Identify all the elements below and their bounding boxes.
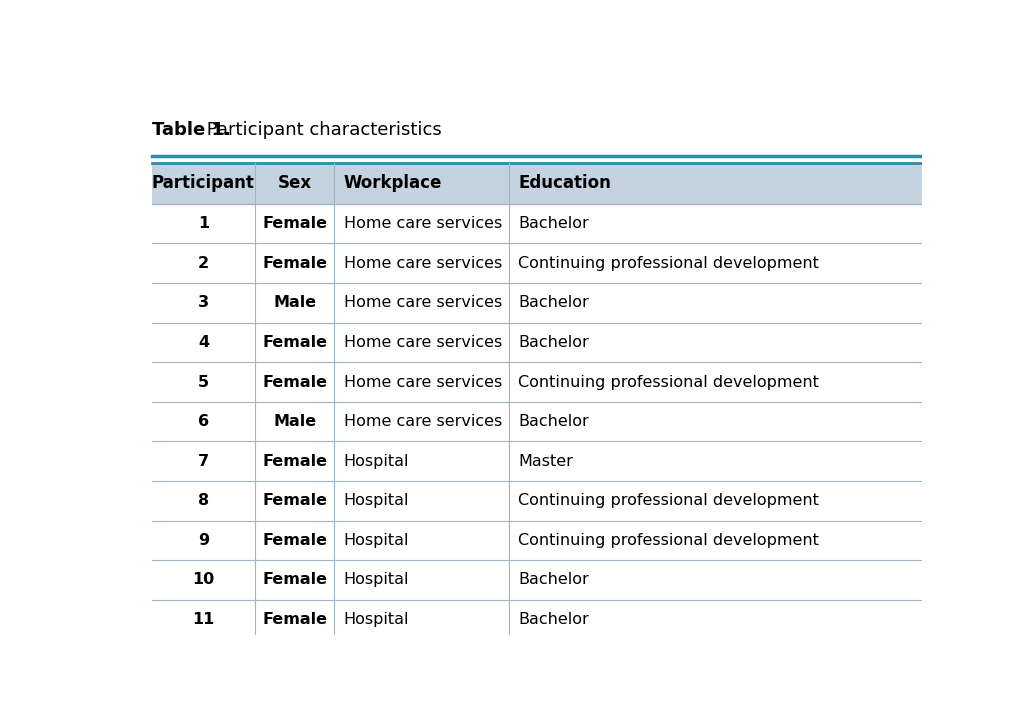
Text: 7: 7	[198, 453, 209, 468]
Text: 3: 3	[198, 296, 209, 311]
Text: Bachelor: Bachelor	[518, 573, 589, 588]
Text: 4: 4	[198, 335, 209, 350]
Bar	[152, 163, 945, 204]
Text: Hospital: Hospital	[344, 493, 410, 508]
Text: Home care services: Home care services	[344, 296, 502, 311]
Bar	[152, 481, 945, 521]
Text: Bachelor: Bachelor	[518, 612, 589, 627]
Text: Female: Female	[262, 573, 327, 588]
Text: Female: Female	[262, 375, 327, 390]
Text: Continuing professional development: Continuing professional development	[518, 533, 819, 548]
Text: Home care services: Home care services	[344, 335, 502, 350]
Bar	[152, 441, 945, 481]
Text: Hospital: Hospital	[344, 573, 410, 588]
Text: 5: 5	[198, 375, 209, 390]
Text: Home care services: Home care services	[344, 256, 502, 271]
Text: Hospital: Hospital	[344, 612, 410, 627]
Text: Male: Male	[273, 414, 316, 429]
Text: 2: 2	[198, 256, 209, 271]
Bar	[152, 243, 945, 283]
Text: Female: Female	[262, 335, 327, 350]
Text: Female: Female	[262, 256, 327, 271]
Text: Education: Education	[518, 174, 611, 192]
Text: 6: 6	[198, 414, 209, 429]
Text: 8: 8	[198, 493, 209, 508]
Text: Bachelor: Bachelor	[518, 296, 589, 311]
Text: Workplace: Workplace	[344, 174, 442, 192]
Text: Participant characteristics: Participant characteristics	[202, 121, 442, 139]
Text: Master: Master	[518, 453, 573, 468]
Text: Home care services: Home care services	[344, 216, 502, 231]
Text: Home care services: Home care services	[344, 414, 502, 429]
Text: Continuing professional development: Continuing professional development	[518, 256, 819, 271]
Bar	[152, 283, 945, 323]
Bar	[152, 362, 945, 402]
Text: Table 1.: Table 1.	[152, 121, 230, 139]
Bar	[152, 402, 945, 441]
Text: Bachelor: Bachelor	[518, 335, 589, 350]
Bar	[152, 521, 945, 560]
Text: Sex: Sex	[278, 174, 311, 192]
Text: Male: Male	[273, 296, 316, 311]
Text: Hospital: Hospital	[344, 453, 410, 468]
Bar	[152, 560, 945, 600]
Text: Participant: Participant	[152, 174, 255, 192]
Text: Continuing professional development: Continuing professional development	[518, 375, 819, 390]
Text: 9: 9	[198, 533, 209, 548]
Text: Hospital: Hospital	[344, 533, 410, 548]
Text: Female: Female	[262, 493, 327, 508]
Bar	[152, 204, 945, 243]
Bar	[152, 600, 945, 639]
Text: Bachelor: Bachelor	[518, 414, 589, 429]
Text: 1: 1	[198, 216, 209, 231]
Text: Female: Female	[262, 612, 327, 627]
Text: Female: Female	[262, 533, 327, 548]
Text: Bachelor: Bachelor	[518, 216, 589, 231]
Text: 11: 11	[193, 612, 214, 627]
Bar	[152, 323, 945, 362]
Text: Female: Female	[262, 216, 327, 231]
Text: 10: 10	[193, 573, 214, 588]
Text: Female: Female	[262, 453, 327, 468]
Text: Continuing professional development: Continuing professional development	[518, 493, 819, 508]
Text: Home care services: Home care services	[344, 375, 502, 390]
